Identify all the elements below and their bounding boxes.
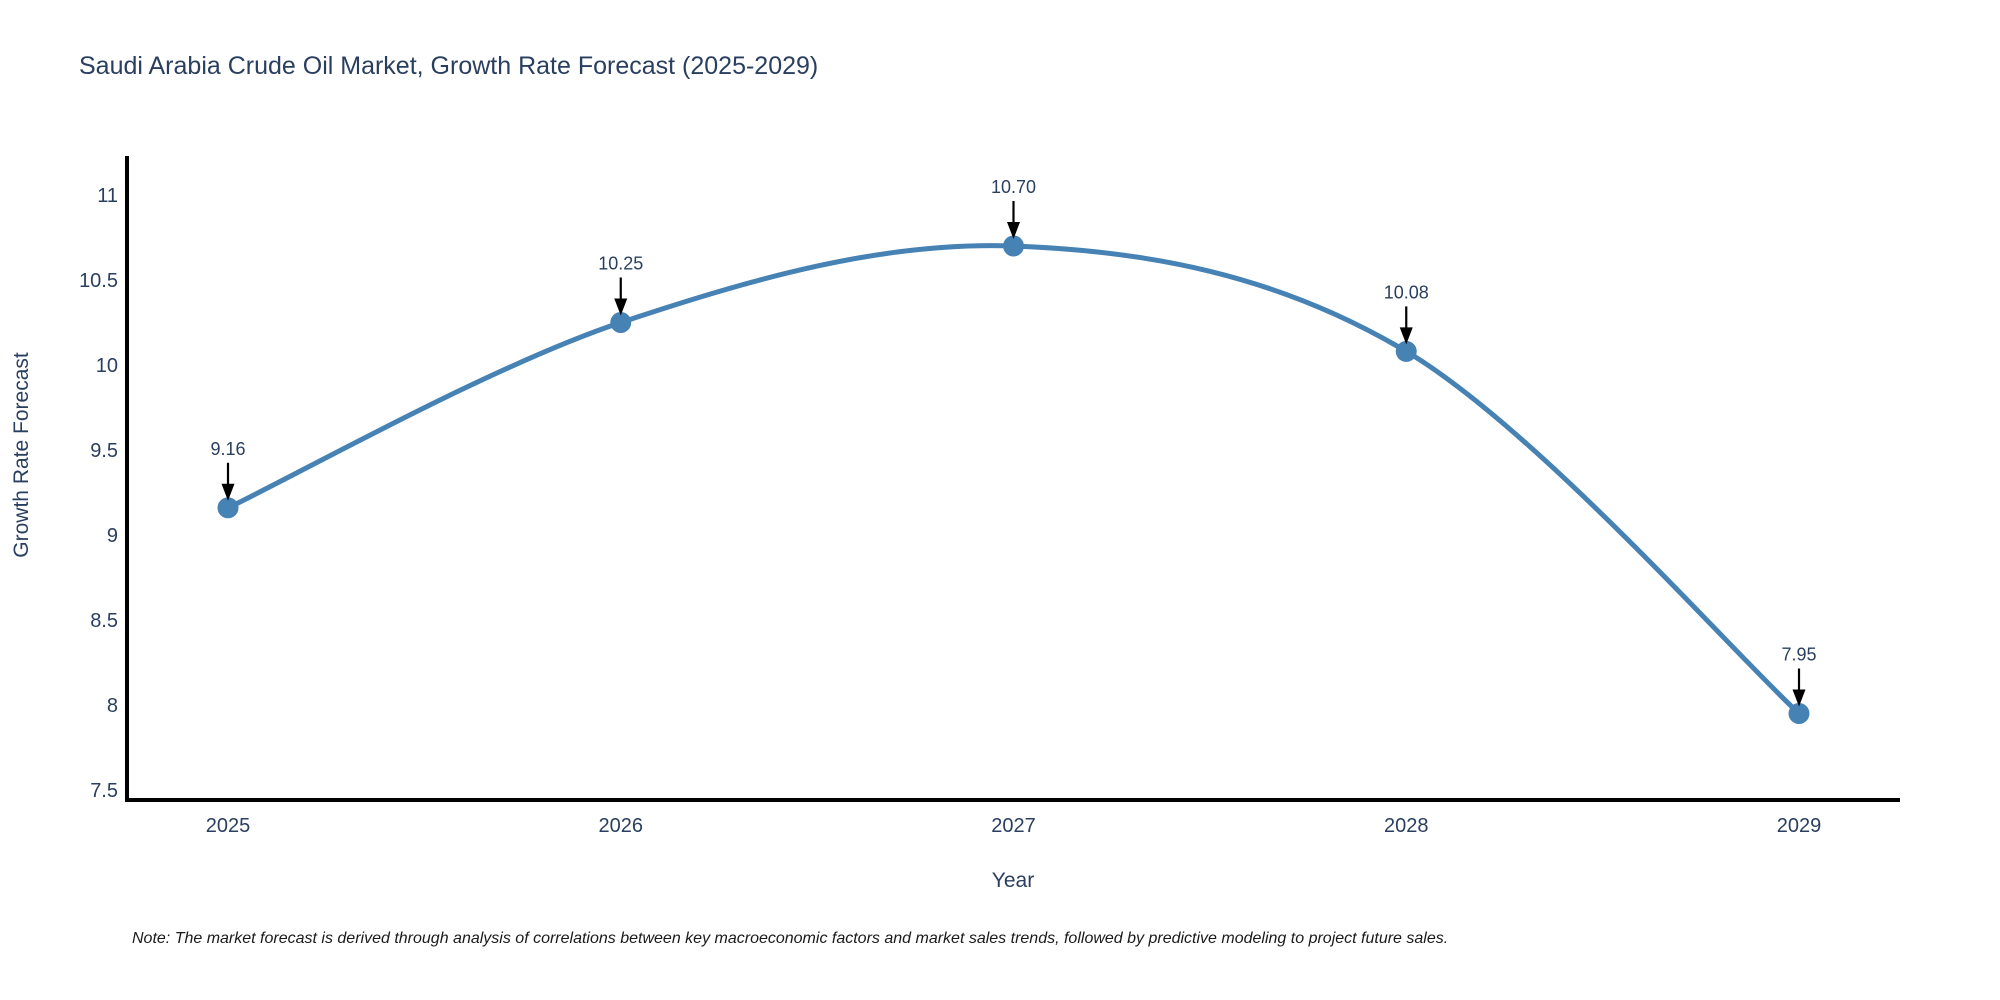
- x-tick-label-2028: 2028: [1384, 815, 1429, 837]
- data-point-2028[interactable]: [1395, 340, 1417, 362]
- data-point-label-2029: 7.95: [1781, 645, 1816, 665]
- y-tick-label-10.5: 10.5: [79, 270, 118, 292]
- footnote: Note: The market forecast is derived thr…: [132, 930, 1449, 947]
- annotation-arrowhead-icon: [1792, 689, 1806, 707]
- data-point-2027[interactable]: [1003, 235, 1024, 257]
- data-point-label-2028: 10.08: [1384, 282, 1429, 302]
- x-tick-label-2025: 2025: [206, 815, 251, 837]
- forecast-line: [225, 243, 1802, 716]
- y-tick-label-7.5: 7.5: [90, 780, 118, 802]
- data-point-label-2026: 10.25: [598, 254, 643, 274]
- annotation-arrowhead-icon: [1399, 327, 1413, 345]
- y-tick-label-10: 10: [96, 355, 118, 377]
- data-point-label-2027: 10.70: [991, 177, 1036, 197]
- data-point-label-2025: 9.16: [210, 439, 245, 459]
- y-tick-label-11: 11: [97, 185, 118, 207]
- annotation-arrowhead-icon: [614, 298, 628, 316]
- y-tick-label-8: 8: [107, 695, 118, 717]
- x-axis-title: Year: [991, 869, 1035, 892]
- y-tick-label-9: 9: [107, 525, 118, 547]
- x-tick-label-2029: 2029: [1777, 815, 1822, 837]
- data-point-2025[interactable]: [217, 497, 239, 519]
- annotation-arrowhead-icon: [221, 483, 235, 501]
- x-tick-label-2027: 2027: [991, 815, 1036, 837]
- y-tick-label-9.5: 9.5: [90, 440, 118, 462]
- y-tick-label-8.5: 8.5: [90, 610, 118, 632]
- x-tick-label-2026: 2026: [599, 815, 644, 837]
- annotation-arrowhead-icon: [1007, 222, 1020, 239]
- chart-title: Saudi Arabia Crude Oil Market, Growth Ra…: [79, 52, 819, 80]
- data-point-2029[interactable]: [1788, 703, 1810, 724]
- data-point-2026[interactable]: [610, 312, 632, 333]
